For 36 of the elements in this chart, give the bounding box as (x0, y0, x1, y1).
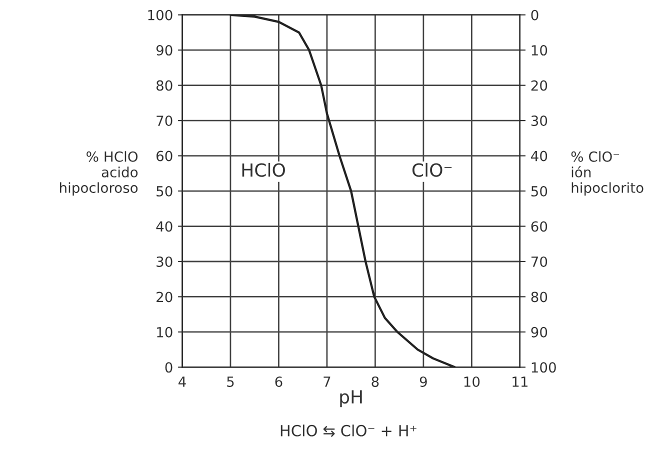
y-tick-label: 0 (165, 362, 172, 373)
x-tick-label: 10 (464, 376, 480, 387)
x-tick-label: 6 (275, 376, 282, 387)
x-tick-label: 9 (420, 376, 427, 387)
x-tick-label: 7 (324, 376, 330, 387)
y-tick-label: 80 (156, 80, 172, 91)
y2-tick-label: 90 (531, 326, 548, 338)
y-axis-title: % HClO acido hipocloroso (60, 151, 138, 196)
x-axis-title: pH (340, 390, 362, 408)
annotation: HClO (242, 162, 285, 177)
y2-tick-label: 30 (531, 116, 548, 126)
x-tick-label: 8 (372, 376, 379, 387)
annotation: ClO⁻ (412, 162, 452, 177)
y-tick-label: 90 (156, 45, 172, 56)
y2-tick-label: 70 (531, 256, 548, 267)
y2-tick-label: 10 (532, 45, 548, 56)
x-tick-label: 5 (227, 376, 234, 387)
y2-tick-label: 0 (531, 10, 538, 20)
y-tick-label: 70 (156, 116, 172, 126)
y2-tick-label: 60 (531, 221, 548, 232)
y2-tick-label: 80 (531, 292, 548, 302)
y2-axis-title: % ClO⁻ ión hipoclorito (571, 151, 644, 196)
y2-tick-label: 100 (532, 362, 556, 373)
y-tick-label: 40 (156, 221, 172, 232)
y-tick-label: 10 (157, 326, 172, 338)
x-tick-label: 4 (178, 376, 186, 387)
y2-tick-label: 20 (531, 80, 548, 91)
y-tick-label: 30 (156, 256, 172, 267)
text: HClO ⇆ ClO⁻ + H⁺ (280, 424, 416, 437)
y-tick-label: 50 (156, 186, 172, 196)
y-tick-label: 60 (156, 150, 172, 162)
y2-tick-label: 40 (531, 150, 548, 162)
x-tick-label: 11 (512, 376, 528, 387)
y2-tick-label: 50 (531, 186, 548, 196)
y-tick-label: 20 (156, 292, 172, 302)
y-tick-label: 100 (148, 10, 172, 20)
